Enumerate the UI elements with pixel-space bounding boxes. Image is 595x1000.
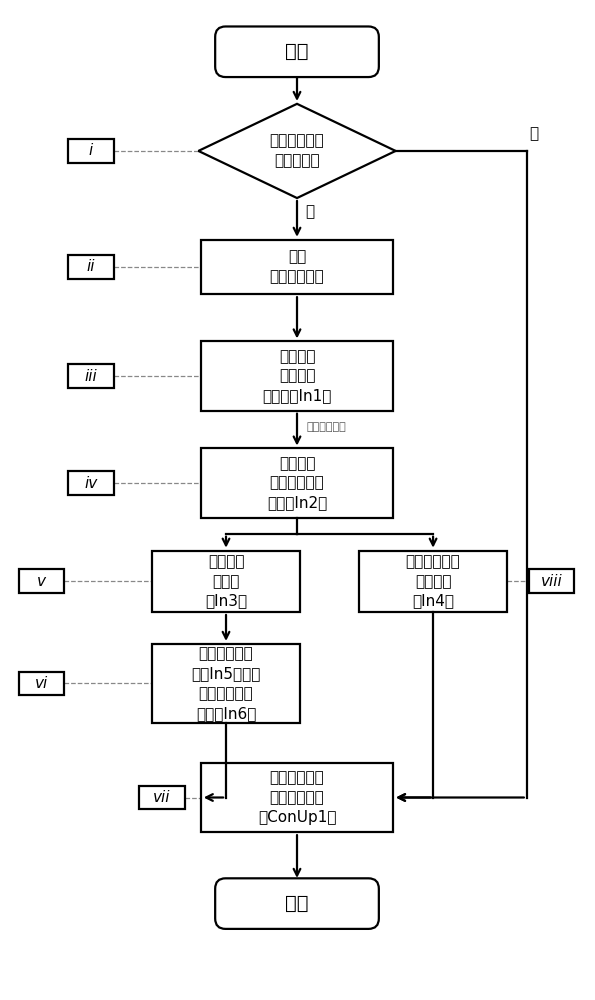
Bar [529,569,574,593]
Text: 线性拟合公式: 线性拟合公式 [307,422,347,432]
Text: 判断是否进入
软启动控制: 判断是否进入 软启动控制 [270,134,324,168]
Bar [201,240,393,294]
FancyBboxPatch shape [215,26,379,77]
Text: 结束: 结束 [285,894,309,913]
Bar [68,471,114,495]
Text: iv: iv [84,476,98,491]
Text: 形成上开关功
率管控制信号
（ConUp1）: 形成上开关功 率管控制信号 （ConUp1） [258,770,336,825]
Text: 与相电流采样
值（In5）比较
形成斩波判断
信号（In6）: 与相电流采样 值（In5）比较 形成斩波判断 信号（In6） [192,646,261,721]
Text: i: i [89,143,93,158]
Bar [68,255,114,279]
Text: 是: 是 [305,204,314,219]
Text: 否: 否 [530,126,539,141]
Bar [139,786,184,809]
Text: 开始
采集电平给定: 开始 采集电平给定 [270,250,324,284]
Text: 形成实际脉宽
调制信号
（In4）: 形成实际脉宽 调制信号 （In4） [406,554,461,609]
Bar [19,672,64,695]
Bar [201,448,393,518]
Bar [201,341,393,411]
Text: vii: vii [153,790,171,805]
Text: viii: viii [540,574,562,589]
FancyBboxPatch shape [215,878,379,929]
Text: vi: vi [35,676,48,691]
Bar [68,364,114,388]
Text: v: v [37,574,46,589]
Bar [152,644,300,723]
Bar [68,139,114,163]
Text: ii: ii [87,259,95,274]
Text: 模数转换
形成开环
输入量（In1）: 模数转换 形成开环 输入量（In1） [262,349,331,403]
Bar [19,569,64,593]
Text: 计算得到
开环控制比例
系数（In2）: 计算得到 开环控制比例 系数（In2） [267,456,327,510]
Polygon shape [198,104,396,198]
Text: iii: iii [84,369,98,384]
Bar [359,551,507,612]
Bar [201,763,393,832]
Bar [152,551,300,612]
Text: 开始: 开始 [285,42,309,61]
Text: 形成实际
斩波限
（In3）: 形成实际 斩波限 （In3） [205,554,247,609]
